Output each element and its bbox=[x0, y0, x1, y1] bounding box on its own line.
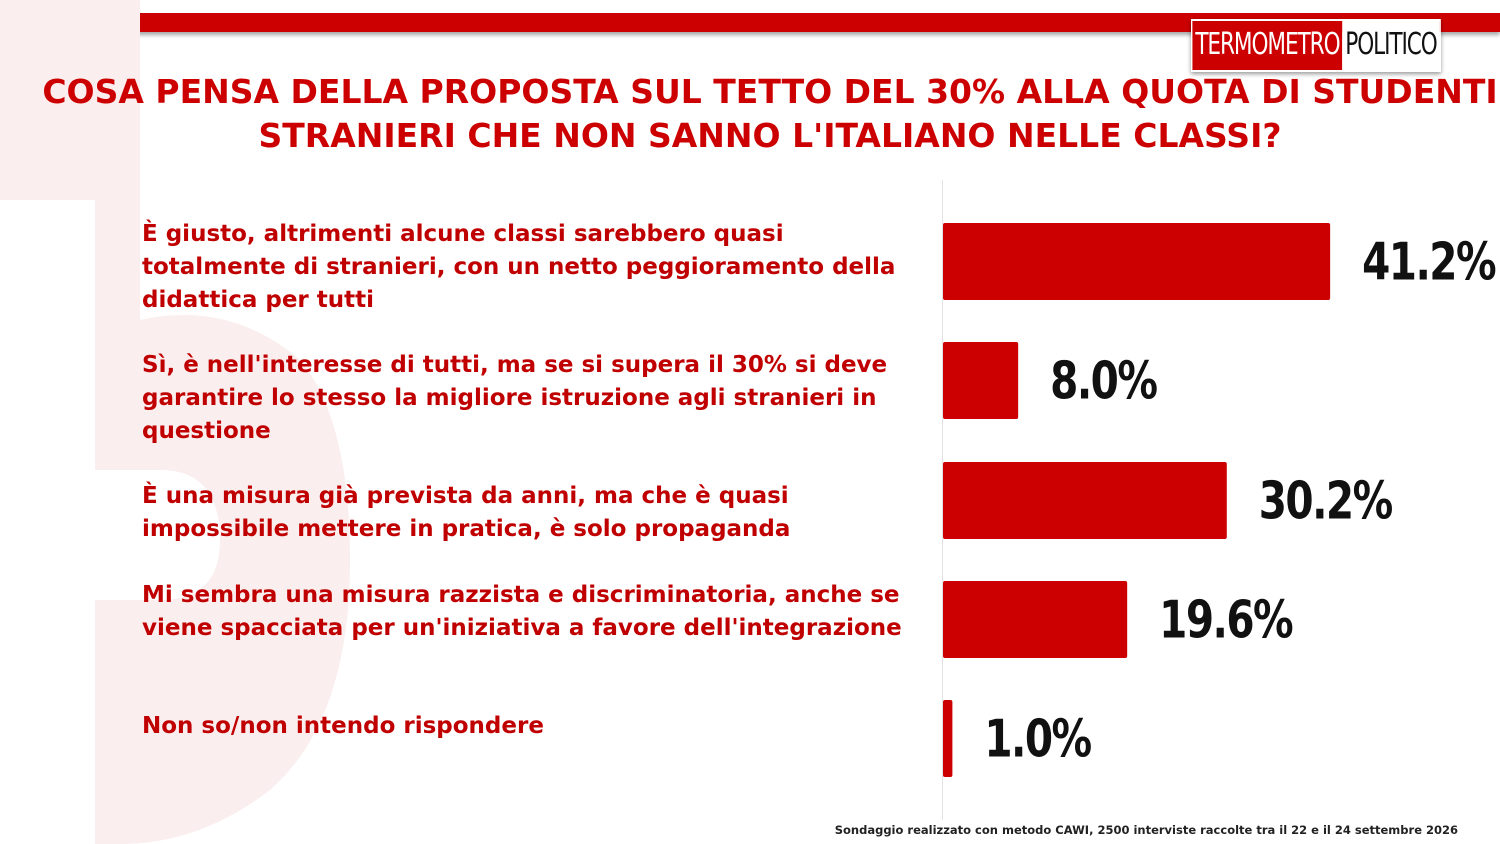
logo-left-text: TERMOMETRO bbox=[1192, 21, 1343, 70]
value-label-5: 1.0% bbox=[984, 709, 1091, 769]
chart-title: COSA PENSA DELLA PROPOSTA SUL TETTO DEL … bbox=[42, 72, 1498, 155]
bar-1 bbox=[943, 223, 1331, 300]
bar-3 bbox=[943, 462, 1227, 539]
value-label-3: 30.2% bbox=[1259, 471, 1393, 531]
top-red-bar bbox=[0, 13, 1500, 32]
category-label-1: È giusto, altrimenti alcune classi sareb… bbox=[142, 221, 896, 313]
category-label-2: Sì, è nell'interesse di tutti, ma se si … bbox=[142, 352, 888, 444]
termometro-politico-logo: TERMOMETRO POLITICO bbox=[1191, 19, 1442, 72]
logo-right-text: POLITICO bbox=[1342, 21, 1440, 70]
value-label-1: 41.2% bbox=[1362, 232, 1496, 292]
footnote: Sondaggio realizzato con metodo CAWI, 25… bbox=[834, 823, 1458, 837]
axis-divider bbox=[942, 180, 943, 820]
value-label-2: 8.0% bbox=[1050, 351, 1157, 411]
bar-5 bbox=[943, 700, 953, 777]
category-label-5: Non so/non intendo rispondere bbox=[142, 713, 544, 739]
category-label-4: Mi sembra una misura razzista e discrimi… bbox=[142, 582, 902, 641]
value-label-4: 19.6% bbox=[1159, 590, 1293, 650]
category-label-3: È una misura già prevista da anni, ma ch… bbox=[142, 483, 791, 542]
bar-2 bbox=[943, 342, 1019, 419]
bar-4 bbox=[943, 581, 1128, 658]
